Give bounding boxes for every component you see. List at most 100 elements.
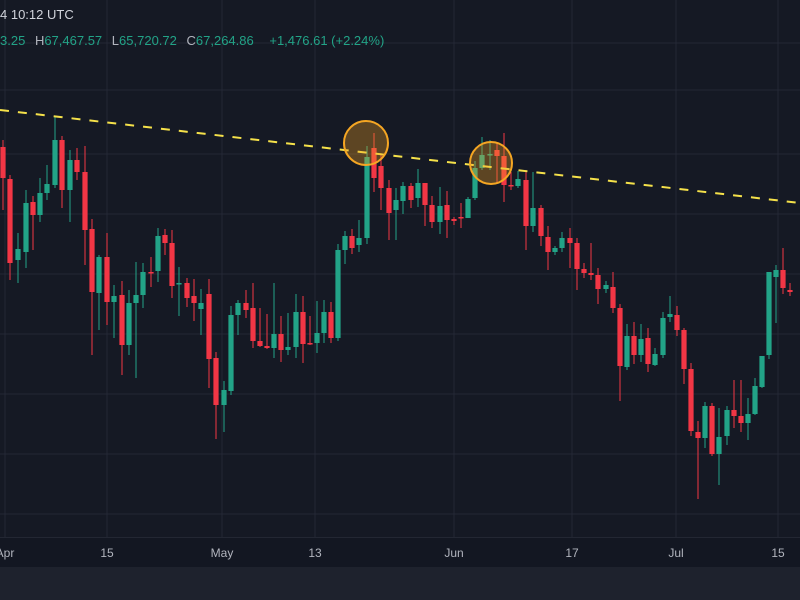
candle-up: [176, 267, 182, 316]
candle-up: [724, 406, 730, 445]
candle-up: [37, 178, 43, 222]
candle-up: [415, 169, 421, 207]
candle-down: [545, 226, 551, 270]
candle-down: [617, 304, 623, 401]
candle-up: [133, 262, 139, 378]
candle-up: [321, 300, 327, 343]
candle-down: [328, 302, 334, 343]
candle-down: [738, 380, 744, 432]
candle-up: [400, 182, 406, 214]
candle-up: [364, 146, 370, 244]
x-tick-label: 15: [100, 546, 114, 560]
change-value: +1,476.61 (+2.24%): [269, 33, 385, 48]
x-tick-label: Jul: [668, 546, 684, 560]
candle-down: [688, 363, 694, 436]
candle-up: [342, 231, 348, 264]
candle-down: [162, 229, 168, 255]
candle-up: [221, 381, 227, 432]
highlight-circles: [343, 120, 513, 185]
chart-header-timestamp: 4 10:12 UTC: [0, 5, 74, 25]
candle-up: [271, 283, 277, 358]
candle-up: [465, 197, 471, 218]
candle-down: [82, 146, 88, 265]
candle-down: [104, 233, 110, 325]
candle-down: [300, 296, 306, 363]
resistance-trendline[interactable]: [0, 109, 800, 204]
candle-down: [674, 306, 680, 336]
candle-up: [314, 301, 320, 353]
highlight-circle: [343, 120, 389, 166]
candle-up: [530, 172, 536, 232]
x-tick-label: Apr: [0, 546, 15, 560]
candle-down: [494, 143, 500, 183]
candle-down: [30, 196, 36, 250]
candle-up: [393, 188, 399, 240]
x-tick-label: 13: [308, 546, 322, 560]
high-value: 67,467.57: [44, 33, 103, 48]
candle-up: [96, 255, 102, 330]
candle-down: [89, 219, 95, 355]
candle-down: [567, 228, 573, 268]
candle-up: [552, 246, 558, 255]
candle-up: [652, 348, 658, 366]
candle-down: [780, 248, 786, 294]
candle-up: [472, 161, 478, 200]
candlestick-plot[interactable]: [0, 0, 800, 537]
candle-down: [574, 238, 580, 290]
x-tick-label: May: [210, 546, 234, 560]
x-axis[interactable]: Apr 15 May 13 Jun 17 Jul 15: [0, 537, 800, 568]
candle-down: [422, 183, 428, 226]
candle-up: [356, 220, 362, 252]
candle-down: [257, 308, 263, 347]
candle-up: [702, 402, 708, 448]
candle-up: [660, 312, 666, 358]
candle-up: [759, 356, 765, 388]
candle-up: [67, 150, 73, 222]
open-value: 3.25: [0, 33, 26, 48]
candle-up: [44, 165, 50, 200]
candle-down: [349, 229, 355, 254]
header-timestamp-text: 4 10:12 UTC: [0, 7, 74, 22]
candle-up: [235, 300, 241, 335]
candle-down: [645, 328, 651, 372]
candle-up: [126, 290, 132, 355]
candle-down: [787, 283, 793, 296]
high-label: H: [34, 33, 45, 48]
candle-down: [523, 170, 529, 250]
candle-down: [681, 328, 687, 384]
candles: [0, 117, 793, 499]
candle-up: [23, 190, 29, 268]
candle-down: [119, 281, 125, 375]
candle-up: [752, 378, 758, 415]
chart-area[interactable]: 4 10:12 UTC 3.25 H67,467.57 L65,720.72 C…: [0, 0, 800, 537]
candle-down: [0, 140, 6, 210]
candle-down: [169, 230, 175, 298]
highlight-circle: [469, 141, 513, 185]
candle-down: [206, 279, 212, 388]
ohlc-legend: 3.25 H67,467.57 L65,720.72 C67,264.86 +1…: [0, 31, 384, 51]
candle-down: [148, 257, 154, 287]
low-label: L: [111, 33, 120, 48]
candle-down: [243, 290, 249, 318]
candle-up: [624, 324, 630, 370]
candle-down: [451, 217, 457, 225]
candle-up: [293, 294, 299, 358]
candle-up: [437, 187, 443, 234]
candle-up: [285, 313, 291, 355]
candle-up: [716, 408, 722, 485]
candle-down: [7, 175, 13, 280]
candle-up: [140, 263, 146, 308]
candle-down: [610, 272, 616, 313]
candle-down: [709, 403, 715, 456]
candle-up: [335, 244, 341, 341]
candle-down: [429, 196, 435, 228]
candle-down: [508, 172, 514, 190]
candle-up: [198, 289, 204, 335]
x-tick-label: 17: [565, 546, 579, 560]
candle-up: [52, 117, 58, 188]
candle-up: [228, 306, 234, 395]
candle-down: [307, 316, 313, 345]
candle-down: [278, 316, 284, 362]
bottom-toolbar: [0, 567, 800, 600]
candle-down: [595, 268, 601, 304]
